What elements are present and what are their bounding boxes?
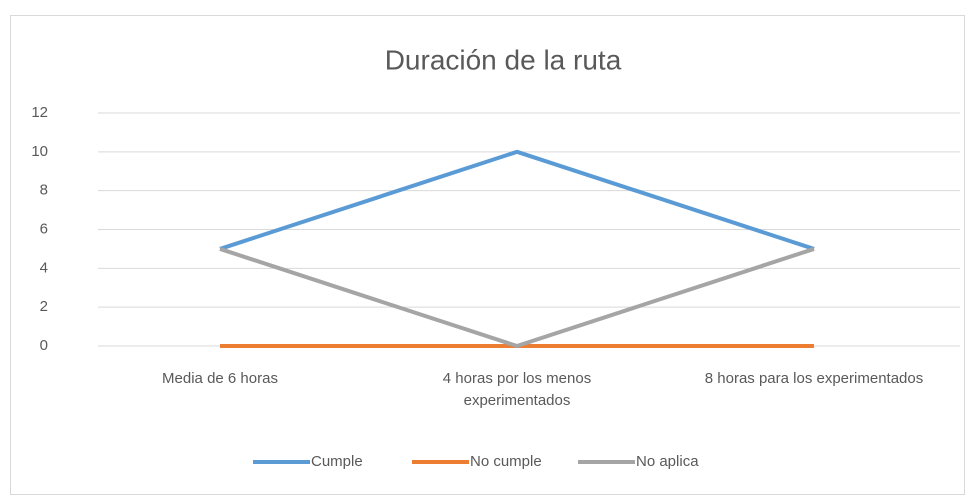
x-tick-label: 4 horas por los menos experimentados (442, 370, 592, 409)
y-tick-label: 0 (40, 337, 48, 354)
series-line (219, 149, 815, 251)
x-tick-label: 8 horas para los experimentados (704, 370, 924, 387)
legend-label: No aplica (636, 453, 699, 470)
y-tick-label: 4 (40, 259, 48, 276)
legend-label: Cumple (311, 453, 363, 470)
y-tick-label: 12 (31, 104, 48, 121)
x-tick-label: Media de 6 horas (162, 370, 278, 387)
y-tick-label: 2 (40, 298, 48, 315)
y-tick-label: 6 (40, 220, 48, 237)
y-tick-label: 10 (31, 143, 48, 160)
chart-title: Duración de la ruta (385, 44, 622, 75)
y-tick-label: 8 (40, 182, 48, 199)
legend-label: No cumple (470, 453, 542, 470)
series-line (219, 247, 815, 348)
